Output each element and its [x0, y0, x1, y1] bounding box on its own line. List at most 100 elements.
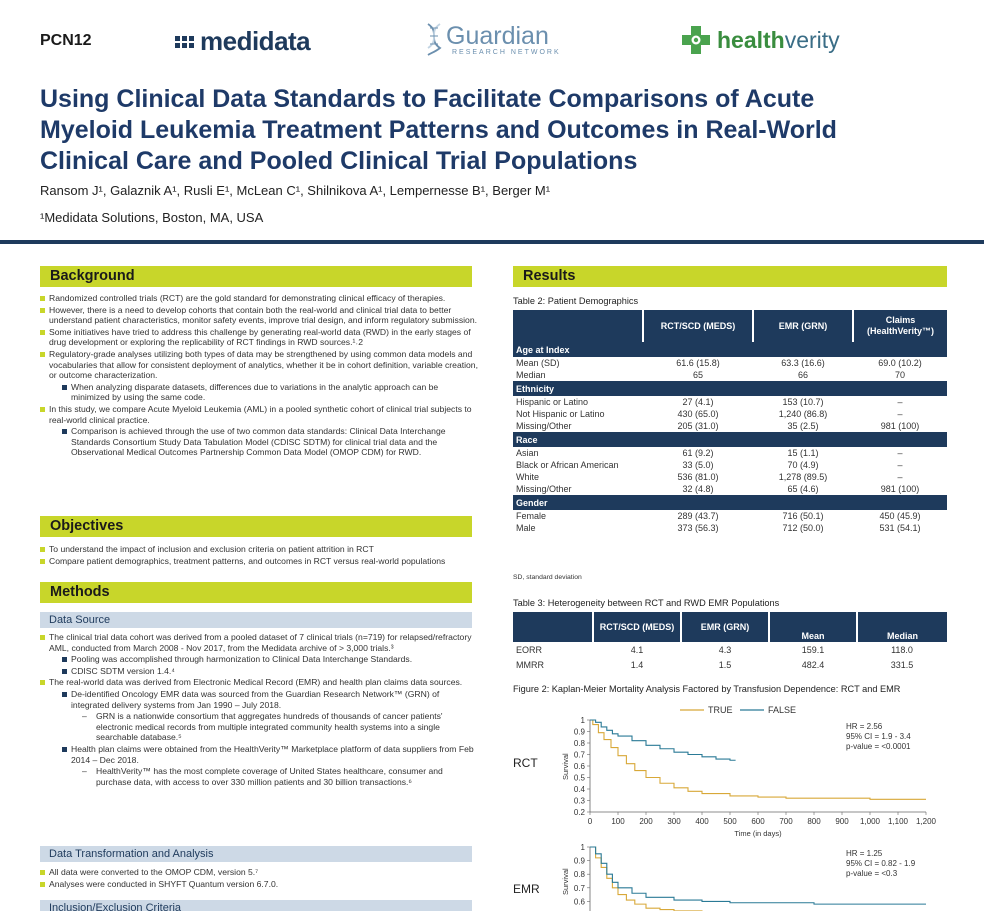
row-label: Male [516, 523, 536, 533]
emr-label: EMR [513, 882, 540, 896]
y-tick-label: 1 [581, 716, 586, 725]
table-cell: 33 (5.0) [682, 460, 714, 470]
list-item: Health plan claims were obtained from th… [60, 744, 478, 765]
col-emr: EMR (GRN) [752, 310, 853, 342]
y-tick-label: 0.3 [574, 797, 586, 806]
list-item: In this study, we compare Acute Myeloid … [38, 404, 478, 425]
affiliation: ¹Medidata Solutions, Boston, MA, USA [40, 210, 264, 225]
y-tick-label: 0.6 [574, 897, 586, 906]
table-row: Black or African American 33 (5.0) 70 (4.9… [513, 459, 947, 471]
list-item: GRN is a nationwide consortium that aggr… [82, 711, 478, 743]
row-label: Hispanic or Latino [516, 397, 589, 407]
table-row: Missing/Other 205 (31.0) 35 (2.5) 981 (100) [513, 420, 947, 432]
y-axis-label: Survival [561, 753, 570, 780]
results-heading: Results [513, 266, 947, 287]
title-line-1: Using Clinical Data Standards to Facilit… [40, 85, 815, 113]
table-cell: 716 (50.1) [782, 511, 824, 521]
table-cell: 15 (1.1) [787, 448, 819, 458]
y-tick-label: 0.6 [574, 762, 586, 771]
title-line-3: Clinical Care and Pooled Clinical Trial … [40, 147, 638, 175]
km-curve-true [590, 719, 926, 800]
table-cell: 450 (45.9) [879, 511, 921, 521]
y-tick-label: 0.8 [574, 739, 586, 748]
list-item: Regulatory-grade analyses utilizing both… [38, 349, 478, 381]
table-cell: 1,278 (89.5) [778, 472, 828, 482]
col-claims: Claims (HealthVerity™) [852, 310, 947, 342]
medidata-dots-icon [175, 35, 194, 48]
table-row: Asian 61 (9.2) 15 (1.1) – [513, 447, 947, 459]
table-row: White 536 (81.0) 1,278 (89.5) – [513, 471, 947, 483]
table-cell: 70 [894, 370, 905, 380]
col-rct: RCT/SCD (MEDS) [642, 310, 753, 342]
table-cell: – [897, 448, 903, 458]
table-cell: 4.1 [630, 644, 644, 655]
y-tick-label: 0.9 [574, 728, 586, 737]
table-cell: 1.5 [718, 659, 732, 670]
km-curve-false [590, 846, 926, 905]
data-source-list: The clinical trial data cohort was deriv… [38, 632, 478, 788]
row-label: Black or African American [516, 460, 619, 470]
x-tick-label: 1,100 [888, 817, 909, 826]
col-median: Median [856, 612, 947, 642]
healthverity-logo-text: healthverity [717, 26, 840, 53]
list-item: The clinical trial data cohort was deriv… [38, 632, 478, 653]
table-cell: 63.3 (16.6) [781, 358, 825, 368]
figure2-title: Figure 2: Kaplan-Meier Mortality Analysi… [513, 684, 901, 694]
x-tick-label: 700 [779, 817, 793, 826]
objectives-heading: Objectives [40, 516, 472, 537]
guardian-logo-subtext: RESEARCH NETWORK [452, 48, 561, 56]
table-cell: 712 (50.0) [782, 523, 824, 533]
row-label: Mean (SD) [516, 358, 560, 368]
background-list: Randomized controlled trials (RCT) are t… [38, 293, 478, 459]
table-cell: 289 (43.7) [677, 511, 719, 521]
list-item: Some initiatives have tried to address t… [38, 327, 478, 348]
row-label: EORR [516, 644, 543, 655]
background-heading: Background [40, 266, 472, 287]
header-rule [0, 240, 984, 244]
group-label: Gender [513, 495, 947, 510]
table-row: Missing/Other 32 (4.8) 65 (4.6) 981 (100) [513, 483, 947, 495]
list-item: De-identified Oncology EMR data was sour… [60, 689, 478, 710]
table-cell: 981 (100) [880, 484, 920, 494]
y-tick-label: 0.8 [574, 870, 586, 879]
list-item: Randomized controlled trials (RCT) are t… [38, 293, 478, 304]
table-cell: – [897, 409, 903, 419]
y-tick-label: 0.5 [574, 774, 586, 783]
table-row: Female 289 (43.7) 716 (50.1) 450 (45.9) [513, 510, 947, 522]
medidata-logo: medidata [175, 26, 311, 57]
col-emr: EMR (GRN) [680, 612, 769, 642]
table-cell: 482.4 [801, 659, 825, 670]
objectives-list: To understand the impact of inclusion an… [38, 544, 478, 567]
methods-heading: Methods [40, 582, 472, 603]
guardian-logo: Guardian RESEARCH NETWORK [425, 22, 561, 56]
table-row: Median 65 66 70 [513, 369, 947, 381]
km-stat: 95% CI = 0.82 - 1.9 [846, 859, 916, 868]
x-tick-label: 400 [695, 817, 709, 826]
table-cell: 65 [692, 370, 703, 380]
transform-list: All data were converted to the OMOP CDM,… [38, 867, 478, 890]
guardian-logo-text: Guardian [446, 21, 549, 50]
x-tick-label: 500 [723, 817, 737, 826]
table-group-row: Gender [513, 495, 947, 510]
table-cell: 118.0 [891, 644, 913, 655]
list-item: Comparison is achieved through the use o… [60, 426, 478, 458]
list-item: However, there is a need to develop coho… [38, 305, 478, 326]
x-tick-label: 800 [807, 817, 821, 826]
x-axis-label: Time (in days) [734, 829, 782, 838]
dna-helix-icon [427, 23, 442, 56]
table-cell: 1,240 (86.8) [778, 409, 828, 419]
heterogeneity-table: RCT/SCD (MEDS) EMR (GRN) Mean Median EOR… [513, 612, 947, 672]
table-row: MMRR 1.4 1.5 482.4 331.5 [513, 657, 947, 672]
table-cell: 1.4 [630, 659, 644, 670]
row-label: Missing/Other [516, 421, 572, 431]
col-rct: RCT/SCD (MEDS) [592, 612, 681, 642]
list-item: The real-world data was derived from Ele… [38, 677, 478, 688]
row-label: Female [516, 511, 547, 521]
poster-code: PCN12 [40, 32, 92, 49]
demographics-table: RCT/SCD (MEDS) EMR (GRN) Claims (HealthV… [513, 310, 947, 534]
list-item: Compare patient demographics, treatment … [38, 556, 478, 567]
table-cell: 69.0 (10.2) [878, 358, 922, 368]
table-cell: 331.5 [890, 659, 914, 670]
km-stat: 95% CI = 1.9 - 3.4 [846, 732, 911, 741]
x-tick-label: 100 [611, 817, 625, 826]
